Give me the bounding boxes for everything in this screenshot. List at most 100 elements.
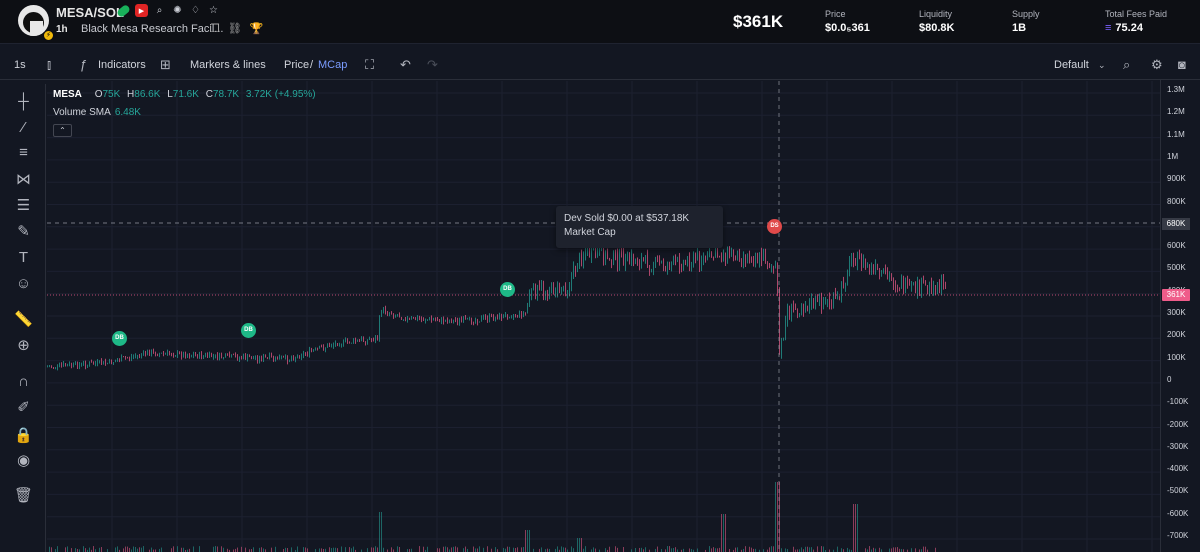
price-tick: 1M <box>1167 151 1179 161</box>
undo-icon[interactable]: ↶ <box>400 57 411 72</box>
close-key: C <box>205 89 213 100</box>
ohlc-legend: MESA O75K H86.6K L71.6K C78.7K 3.72K (+4… <box>53 89 316 100</box>
magnet-icon[interactable]: ∩ <box>18 373 29 390</box>
copy-icon[interactable]: ❐ <box>210 23 220 35</box>
token-logo <box>18 5 49 36</box>
price-tick: 600K <box>1167 241 1186 251</box>
price-tick: 300K <box>1167 308 1186 317</box>
price-tick: -700K <box>1167 531 1189 540</box>
indicators-button[interactable]: Indicators <box>98 59 146 71</box>
dev-buy-marker[interactable]: DB <box>241 323 256 338</box>
bug-icon[interactable]: ✺ <box>173 5 182 16</box>
parallel-lines-icon[interactable]: ≡ <box>19 144 28 161</box>
current-price-label: 361K <box>1162 289 1190 301</box>
pill-icon[interactable] <box>115 3 132 18</box>
high-key: H <box>127 89 135 100</box>
low-key: L <box>167 89 173 100</box>
dev-buy-marker[interactable]: DB <box>112 331 127 346</box>
price-toggle[interactable]: Price <box>284 59 310 71</box>
text-icon[interactable]: T <box>18 249 29 266</box>
stat-value: ≡ 75.24 <box>1105 22 1167 34</box>
mcap-toggle[interactable]: MCap <box>318 59 348 71</box>
volume-value: 6.48K <box>114 107 141 118</box>
settings-icon[interactable]: ⚙ <box>1151 57 1163 72</box>
stat-liquidity: Liquidity $80.8K <box>919 9 954 34</box>
price-tick: 0 <box>1167 374 1172 384</box>
search-icon[interactable]: ⌕ <box>156 5 163 16</box>
fx-icon[interactable]: ƒ <box>80 57 88 72</box>
trophy-icon[interactable]: 🏆 <box>249 23 264 35</box>
price-tick: 900K <box>1167 174 1186 184</box>
redo-icon[interactable]: ↷ <box>427 57 438 72</box>
price-tick: -500K <box>1167 486 1189 496</box>
chevron-down-icon[interactable]: ⌄ <box>1098 60 1106 70</box>
fullscreen-icon[interactable]: ⛶ <box>365 57 375 72</box>
pattern-icon[interactable]: ⋈ <box>16 171 31 188</box>
token-header: ⚡ MESA/SOL ▶ ⌕ ✺ ♢ ☆ 1h Black Mesa Resea… <box>0 0 1200 44</box>
camera-icon[interactable]: ◙ <box>1178 57 1186 72</box>
fib-icon[interactable]: ☰ <box>16 197 31 214</box>
chart-toolbar: 1s ⫾ ƒ Indicators ⊞ Markers & lines Pric… <box>0 52 1200 80</box>
verified-badge-icon: ⚡ <box>43 30 54 41</box>
eye-icon[interactable]: ◉ <box>16 452 31 469</box>
emoji-icon[interactable]: ☺ <box>15 275 32 292</box>
ruler-icon[interactable]: 📏 <box>14 311 33 328</box>
trendline-icon[interactable]: ⁄ <box>22 119 25 136</box>
stat-label: Total Fees Paid <box>1105 9 1168 19</box>
open-key: O <box>94 89 103 100</box>
stat-supply: Supply 1B <box>1012 9 1040 34</box>
stat-label: Supply <box>1012 9 1040 19</box>
crosshair-icon[interactable]: ┼ <box>18 93 29 110</box>
trade-tooltip: Dev Sold $0.00 at $537.18K Market Cap <box>556 206 723 248</box>
dev-buy-marker[interactable]: DB <box>500 282 515 297</box>
trash-icon[interactable]: 🗑 <box>14 487 34 504</box>
project-icons: ❐ ⛓ 🏆 <box>210 22 264 35</box>
brush-icon[interactable]: ✎ <box>17 223 30 240</box>
star-icon[interactable]: ☆ <box>209 5 218 16</box>
dev-sell-marker[interactable]: DS <box>767 219 782 234</box>
collapse-legend-button[interactable]: ⌃ <box>53 124 72 137</box>
price-tick: -600K <box>1167 508 1189 518</box>
youtube-icon[interactable]: ▶ <box>135 4 148 17</box>
price-scale[interactable]: 1.3M1.2M1.1M1M900K800K680K600K500K400K30… <box>1160 80 1200 552</box>
stat-fees: Total Fees Paid ≡ 75.24 <box>1105 9 1167 34</box>
price-tick: 1.3M <box>1167 85 1185 94</box>
markers-button[interactable]: Markers & lines <box>190 59 266 71</box>
fees-value: 75.24 <box>1115 22 1143 34</box>
price-tick: 100K <box>1167 352 1186 362</box>
price-tick: 1.1M <box>1167 129 1185 139</box>
legend-open: 75K <box>102 89 121 100</box>
project-name: Black Mesa Research Facil... <box>81 23 224 35</box>
legend-close: 78.7K <box>212 89 240 100</box>
price-tick: -200K <box>1167 419 1189 429</box>
price-tick: 200K <box>1167 330 1186 340</box>
drawing-tools-rail: ┼ ⁄ ≡ ⋈ ☰ ✎ T ☺ 📏 ⊕ ∩ ✐ 🔒 ◉ 🗑 <box>0 84 46 552</box>
stat-value: $0.0₅361 <box>825 22 870 34</box>
toggle-separator: / <box>310 59 314 71</box>
stat-label: Price <box>825 9 846 19</box>
zoom-search-icon[interactable]: ⌕ <box>1123 57 1131 72</box>
price-tick: -300K <box>1167 441 1189 451</box>
layout-select[interactable]: Default <box>1054 59 1089 71</box>
pair-name: MESA/SOL <box>56 5 124 20</box>
stat-value: $80.8K <box>919 22 955 34</box>
timeframe-label: 1h <box>56 24 68 35</box>
stat-value: 1B <box>1012 22 1027 34</box>
bell-icon[interactable]: ♢ <box>191 5 200 16</box>
templates-icon[interactable]: ⊞ <box>160 57 171 72</box>
interval-button[interactable]: 1s <box>14 59 26 71</box>
price-chart[interactable] <box>47 81 1160 552</box>
stat-label: Liquidity <box>919 9 953 19</box>
price-tick: 800K <box>1167 196 1186 206</box>
volume-label: Volume SMA <box>53 107 111 118</box>
price-tick: 500K <box>1167 263 1186 273</box>
lock-drawing-icon[interactable]: ✐ <box>17 399 30 416</box>
legend-symbol: MESA <box>53 89 82 100</box>
link-icon[interactable]: ⛓ <box>227 23 242 35</box>
zoom-in-icon[interactable]: ⊕ <box>17 337 30 354</box>
crosshair-price-label: 680K <box>1162 218 1190 230</box>
candle-type-icon[interactable]: ⫾ <box>47 57 52 72</box>
solana-icon: ≡ <box>1105 22 1112 34</box>
legend-low: 71.6K <box>172 89 199 100</box>
lock-icon[interactable]: 🔒 <box>14 427 33 444</box>
